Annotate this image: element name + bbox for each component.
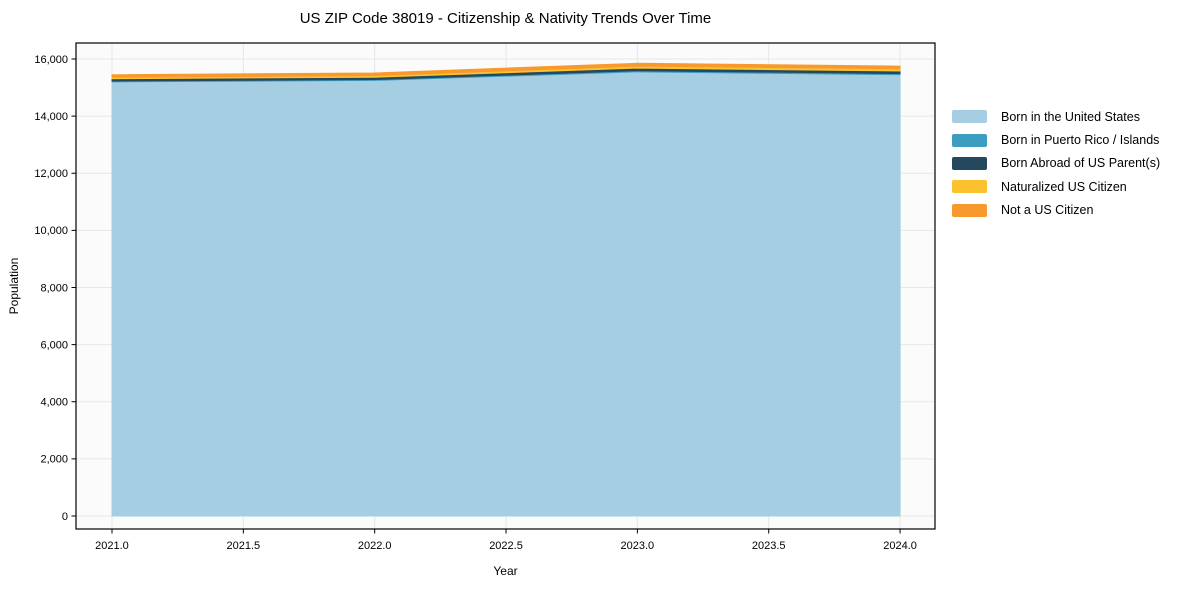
legend-label: Not a US Citizen [1001,203,1094,218]
y-tick-label: 12,000 [34,168,68,180]
x-tick-label: 2023.0 [621,540,655,552]
series-area-4 [111,62,901,78]
legend-swatch [952,180,987,194]
y-tick-label: 0 [62,511,68,523]
legend-swatch [952,156,987,170]
legend-label: Born in Puerto Rico / Islands [1001,133,1160,148]
legend-swatch [952,133,987,147]
axes-frame [75,42,936,530]
y-tick-label: 10,000 [34,225,68,237]
legend-label: Born in the United States [1001,109,1140,124]
x-tick-label: 2022.0 [358,540,392,552]
y-tick-label: 6,000 [40,339,68,351]
chart-title: US ZIP Code 38019 - Citizenship & Nativi… [299,10,712,27]
legend-item: Not a US Citizen [952,199,1160,222]
x-tick-label: 2024.0 [883,540,917,552]
legend-label: Naturalized US Citizen [1001,179,1127,194]
legend-item: Naturalized US Citizen [952,175,1160,198]
legend-item: Born in Puerto Rico / Islands [952,128,1160,151]
series-area-0 [111,71,901,517]
y-tick-label: 4,000 [40,397,68,409]
legend-label: Born Abroad of US Parent(s) [1001,156,1161,171]
legend-item: Born Abroad of US Parent(s) [952,152,1160,175]
x-tick-label: 2021.5 [227,540,261,552]
x-tick-label: 2021.0 [95,540,129,552]
legend-item: Born in the United States [952,105,1160,128]
legend-swatch [952,203,987,217]
x-tick-label: 2022.5 [489,540,523,552]
legend: Born in the United States Born in Puerto … [952,105,1160,222]
y-tick-label: 2,000 [40,454,68,466]
y-tick-label: 16,000 [34,54,68,66]
x-tick-label: 2023.5 [752,540,786,552]
legend-swatch [952,110,987,124]
y-axis-label: Population [7,257,21,315]
y-tick-label: 8,000 [40,282,68,294]
y-tick-label: 14,000 [34,111,68,123]
x-axis-label: Year [493,564,518,578]
